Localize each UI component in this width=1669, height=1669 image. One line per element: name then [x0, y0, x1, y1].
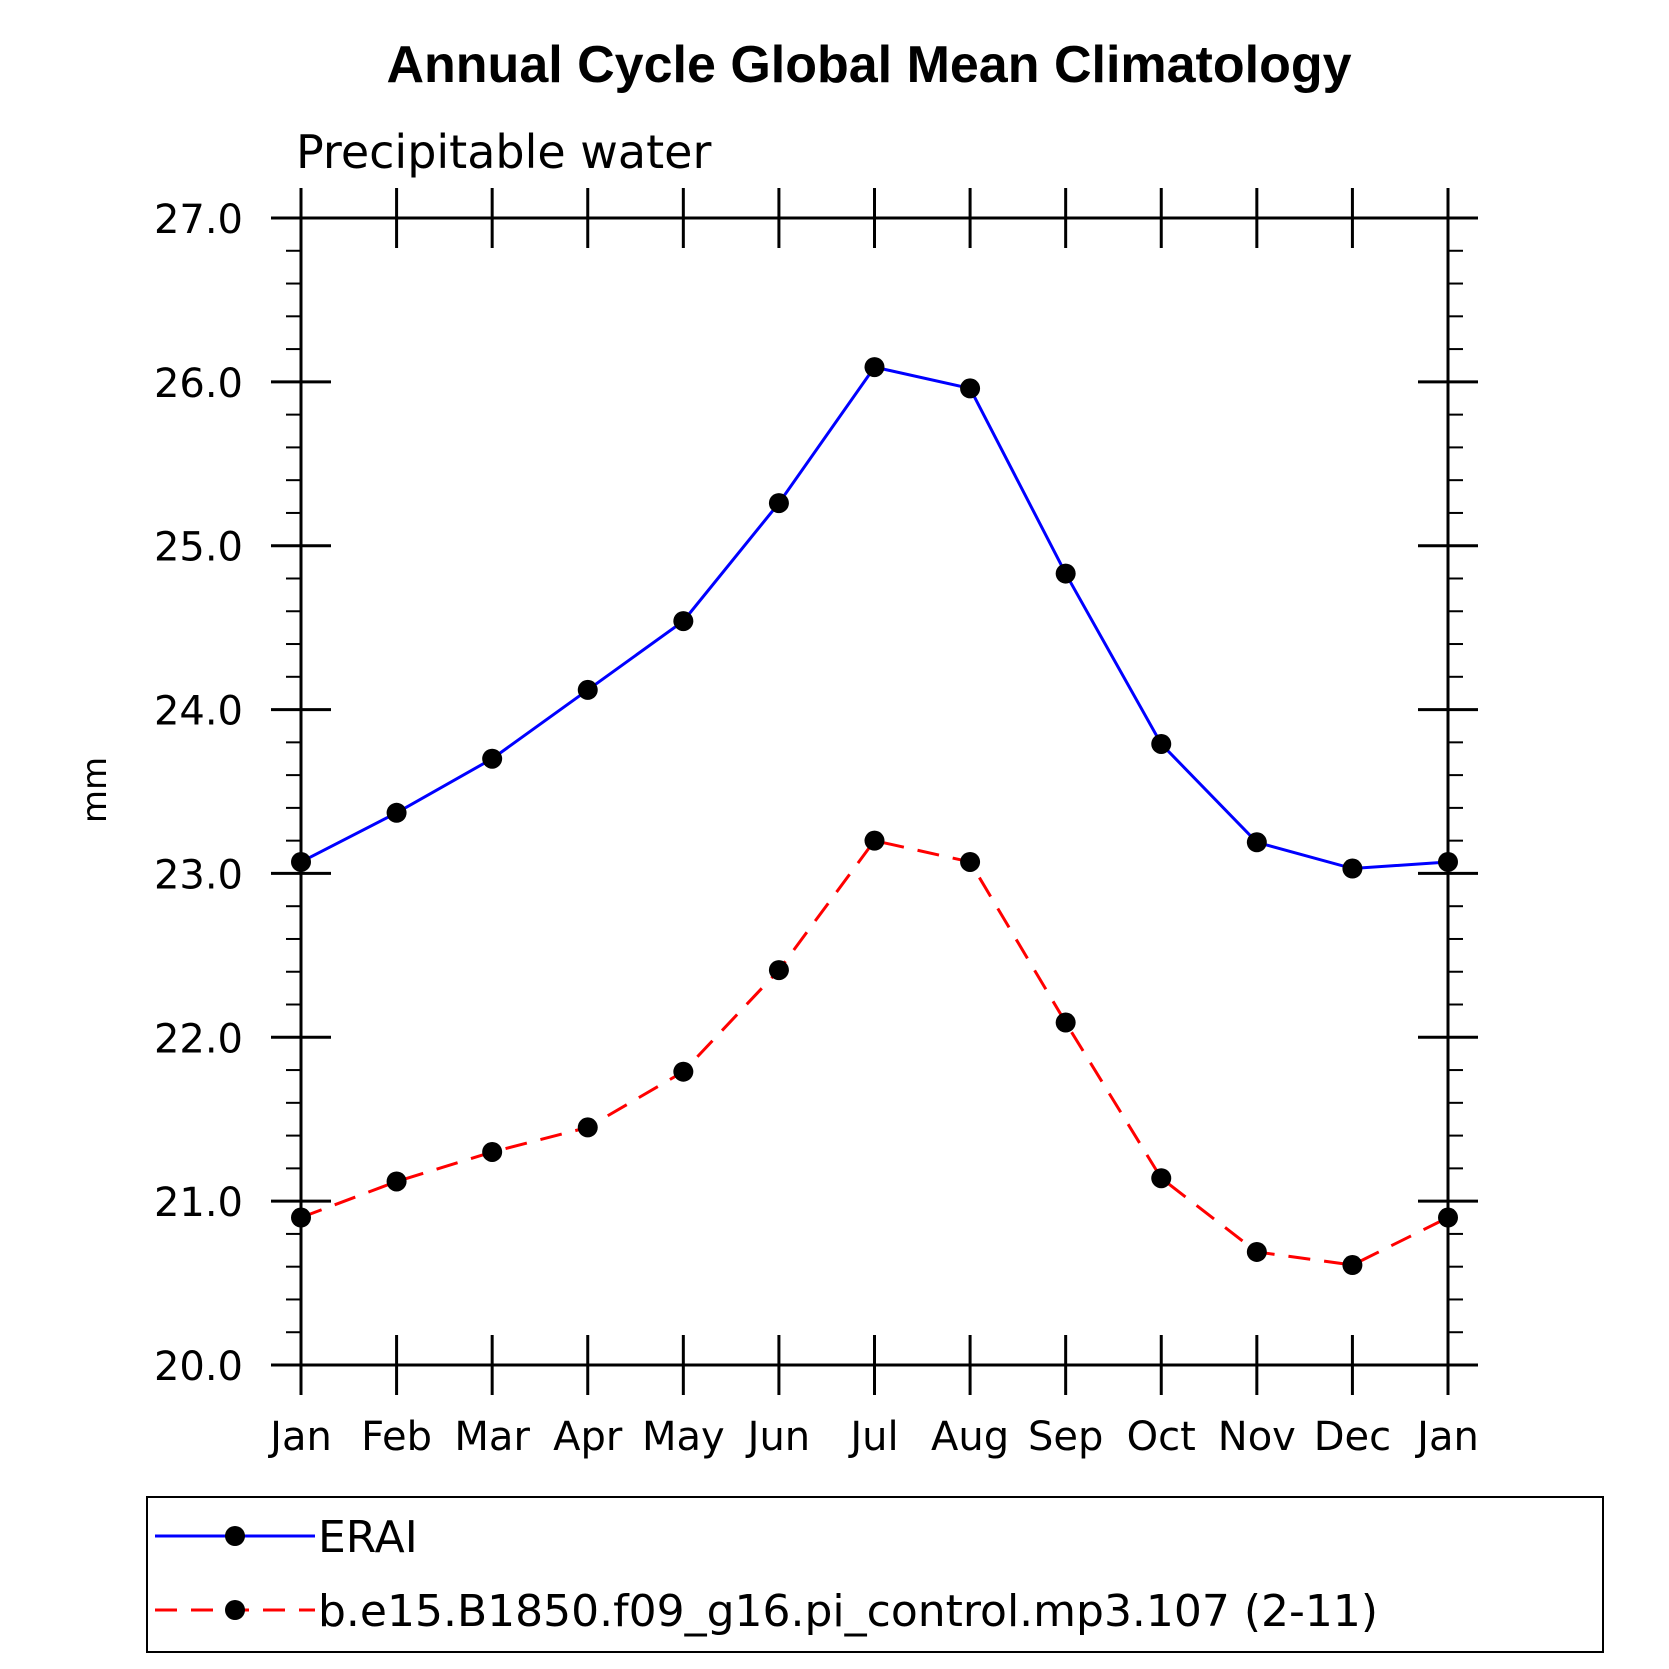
data-point [291, 851, 311, 872]
y-tick-label: 26.0 [154, 361, 243, 407]
series-line-2 [300, 838, 1449, 1267]
x-tick-label: Aug [931, 1414, 1009, 1460]
legend-box [146, 1496, 1604, 1653]
series-layer [291, 357, 1458, 1276]
x-tick-label: Mar [454, 1414, 530, 1460]
data-point [482, 1141, 503, 1162]
data-point [291, 1207, 311, 1228]
legend-label-1: ERAI [318, 1512, 418, 1563]
y-tick-label: 24.0 [154, 689, 243, 735]
x-tick-label: Jan [267, 1414, 332, 1460]
data-point [1342, 858, 1363, 879]
legend-marker-2 [225, 1600, 245, 1620]
data-point [386, 802, 407, 823]
data-point [1055, 1012, 1076, 1033]
data-point [673, 1061, 694, 1082]
y-tick-label: 20.0 [154, 1344, 243, 1390]
chart-title: Annual Cycle Global Mean Climatology [386, 36, 1351, 94]
y-tick-label: 25.0 [154, 525, 243, 571]
chart-subtitle: Precipitable water [296, 125, 711, 179]
y-tick-label: 23.0 [154, 852, 243, 898]
data-point [1438, 1207, 1458, 1228]
x-tick-labels: Jan Feb Mar Apr May Jun Jul Aug Sep Oct Nov Dec Jan [267, 1414, 1479, 1460]
data-point [768, 493, 789, 514]
x-tick-label: Nov [1218, 1414, 1296, 1460]
data-point [1438, 851, 1458, 872]
data-point [577, 1117, 598, 1138]
x-tick-label: Sep [1028, 1414, 1103, 1460]
plot-frame [299, 216, 1450, 1367]
series-line-1 [300, 365, 1449, 871]
data-point [1055, 563, 1076, 584]
data-point [864, 830, 885, 851]
x-tick-label: May [642, 1414, 725, 1460]
data-point [960, 851, 981, 872]
data-point [1342, 1255, 1363, 1276]
data-point [1151, 733, 1172, 754]
x-tick-label: Jul [847, 1414, 898, 1460]
y-tick-labels: 20.0 21.0 22.0 23.0 24.0 25.0 26.0 27.0 [154, 197, 243, 1390]
legend-marker-1 [225, 1526, 245, 1546]
data-point [960, 378, 981, 399]
legend-label-2: b.e15.B1850.f09_g16.pi_control.mp3.107 (… [318, 1586, 1378, 1637]
x-tick-label: Apr [553, 1414, 623, 1460]
y-axis-label: mm [75, 757, 115, 823]
y-tick-label: 22.0 [154, 1016, 243, 1062]
data-point [1246, 1241, 1267, 1262]
data-point [577, 679, 598, 700]
data-point [1246, 832, 1267, 853]
data-point [386, 1171, 407, 1192]
data-point [864, 357, 885, 378]
y-tick-label: 21.0 [154, 1180, 243, 1226]
y-tick-label: 27.0 [154, 197, 243, 243]
axis-ticks [271, 188, 1478, 1395]
x-tick-label: Feb [361, 1414, 432, 1460]
x-tick-label: Oct [1127, 1414, 1196, 1460]
data-point [768, 960, 789, 981]
data-point [482, 748, 503, 769]
x-tick-label: Jun [745, 1414, 811, 1460]
legend: ERAI b.e15.B1850.f09_g16.pi_control.mp3.1… [155, 1512, 1378, 1637]
data-point [1151, 1168, 1172, 1189]
x-tick-label: Dec [1314, 1414, 1391, 1460]
data-point [673, 611, 694, 632]
x-tick-label: Jan [1414, 1414, 1479, 1460]
